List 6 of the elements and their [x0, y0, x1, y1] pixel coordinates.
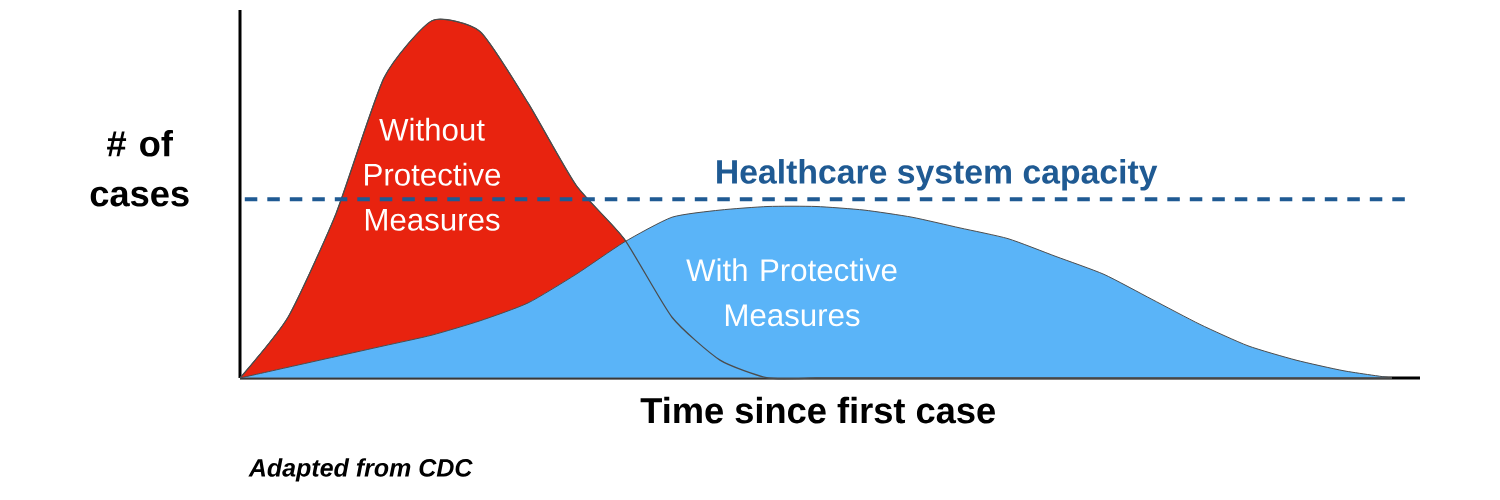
- series-label: With Protective Measures: [686, 258, 897, 327]
- y-axis-title: # of cases: [90, 129, 189, 207]
- text: Adapted from CDC: [248, 458, 473, 482]
- series-label: Without Protective Measures: [365, 117, 501, 231]
- ref-line-label: Healthcare system capacity: [717, 159, 1158, 191]
- x-axis-title: Time since first case: [640, 396, 995, 424]
